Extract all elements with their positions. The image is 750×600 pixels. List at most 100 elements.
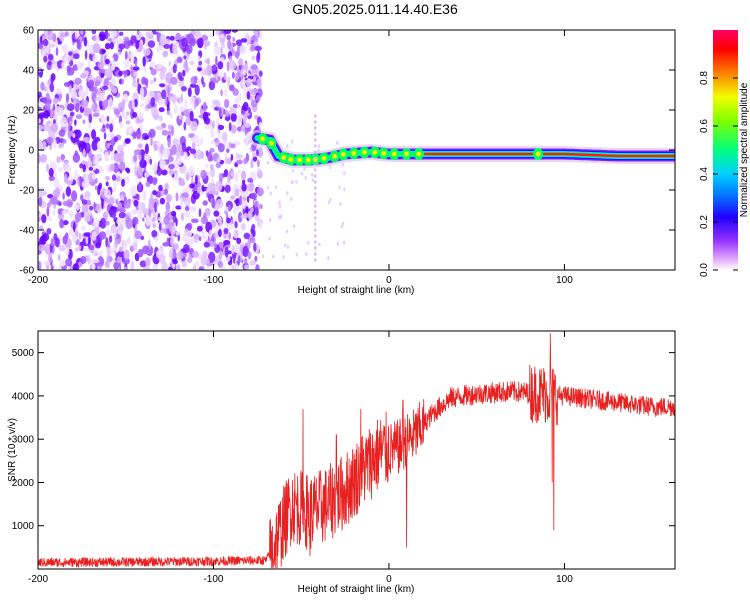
noise-blob <box>258 203 263 210</box>
noise-blob <box>172 243 179 251</box>
noise-blob <box>311 178 315 183</box>
noise-blob <box>194 84 200 96</box>
y-tick-label: 20 <box>23 106 35 117</box>
noise-blob <box>284 243 287 248</box>
noise-blob <box>168 163 175 170</box>
noise-blob <box>314 204 317 208</box>
noise-blob <box>189 61 195 65</box>
noise-blob <box>176 56 183 64</box>
noise-blob <box>186 44 193 55</box>
noise-blob <box>61 210 68 215</box>
noise-blob <box>119 78 122 85</box>
signal-blob-core <box>535 151 541 157</box>
noise-blob <box>80 256 87 264</box>
noise-blob <box>234 262 239 270</box>
noise-blob <box>205 163 209 168</box>
noise-blob <box>269 218 272 223</box>
noise-blob <box>72 133 76 139</box>
noise-blob <box>184 98 188 109</box>
noise-blob <box>82 99 89 107</box>
noise-blob <box>94 84 98 93</box>
noise-blob <box>113 136 119 143</box>
noise-blob <box>66 180 73 186</box>
noise-blob <box>175 217 178 227</box>
noise-blob <box>224 206 229 212</box>
noise-blob <box>63 81 71 87</box>
noise-blob <box>137 208 143 219</box>
noise-blob <box>100 128 107 132</box>
signal-blob-core <box>260 136 266 142</box>
noise-blob <box>314 132 317 136</box>
noise-blob <box>314 156 317 160</box>
noise-blob <box>192 264 197 270</box>
noise-blob <box>341 221 345 226</box>
noise-blob <box>176 263 181 270</box>
noise-blob <box>167 124 172 131</box>
noise-blob <box>187 112 191 119</box>
noise-blob <box>162 50 169 58</box>
noise-blob <box>70 134 79 143</box>
x-tick-label: -100 <box>203 275 223 286</box>
noise-blob <box>38 42 44 50</box>
noise-blob <box>237 126 242 132</box>
noise-blob <box>50 237 54 247</box>
y-tick-label: 0 <box>28 146 34 157</box>
noise-blob <box>50 110 53 118</box>
noise-blob <box>194 174 198 185</box>
noise-blob <box>201 76 204 85</box>
noise-blob <box>161 169 168 176</box>
noise-blob <box>93 252 99 257</box>
noise-blob <box>291 180 294 185</box>
noise-blob <box>152 177 158 186</box>
noise-blob <box>42 140 47 151</box>
noise-blob <box>217 133 221 141</box>
noise-blob <box>98 31 106 41</box>
noise-blob <box>53 177 60 188</box>
noise-blob <box>74 212 82 222</box>
noise-blob <box>94 266 98 270</box>
noise-blob <box>68 84 72 94</box>
noise-blob <box>170 94 178 103</box>
noise-blob <box>240 109 246 116</box>
noise-blob <box>88 86 96 92</box>
noise-blob <box>46 206 50 217</box>
noise-blob <box>188 133 196 139</box>
noise-blob <box>130 185 138 197</box>
noise-blob <box>79 30 84 36</box>
noise-blob <box>108 37 112 42</box>
noise-blob <box>170 76 178 85</box>
noise-blob <box>38 152 41 164</box>
noise-blob <box>42 96 47 104</box>
noise-blob <box>208 251 216 263</box>
noise-blob <box>91 129 97 140</box>
noise-blob <box>183 109 188 116</box>
noise-blob <box>67 67 75 76</box>
noise-blob <box>91 258 100 264</box>
noise-blob <box>56 156 61 163</box>
noise-blob <box>244 35 252 46</box>
noise-blob <box>74 30 79 40</box>
noise-blob <box>305 252 308 257</box>
noise-blob <box>60 116 68 128</box>
noise-blob <box>101 198 104 210</box>
noise-blob <box>186 257 193 263</box>
noise-blob <box>240 38 248 43</box>
noise-blob <box>132 66 140 71</box>
noise-blob <box>135 128 141 140</box>
noise-blob <box>158 254 166 264</box>
noise-blob <box>223 72 227 81</box>
noise-blob <box>50 264 54 270</box>
noise-blob <box>252 75 257 83</box>
noise-blob <box>105 175 110 181</box>
noise-blob <box>68 228 73 237</box>
noise-blob <box>286 144 289 148</box>
noise-blob <box>64 31 69 37</box>
noise-blob <box>133 199 139 207</box>
noise-blob <box>59 107 64 118</box>
noise-blob <box>92 154 100 165</box>
noise-blob <box>189 83 197 88</box>
noise-blob <box>44 244 51 249</box>
noise-blob <box>268 236 271 241</box>
noise-blob <box>123 38 131 50</box>
noise-blob <box>91 104 95 112</box>
